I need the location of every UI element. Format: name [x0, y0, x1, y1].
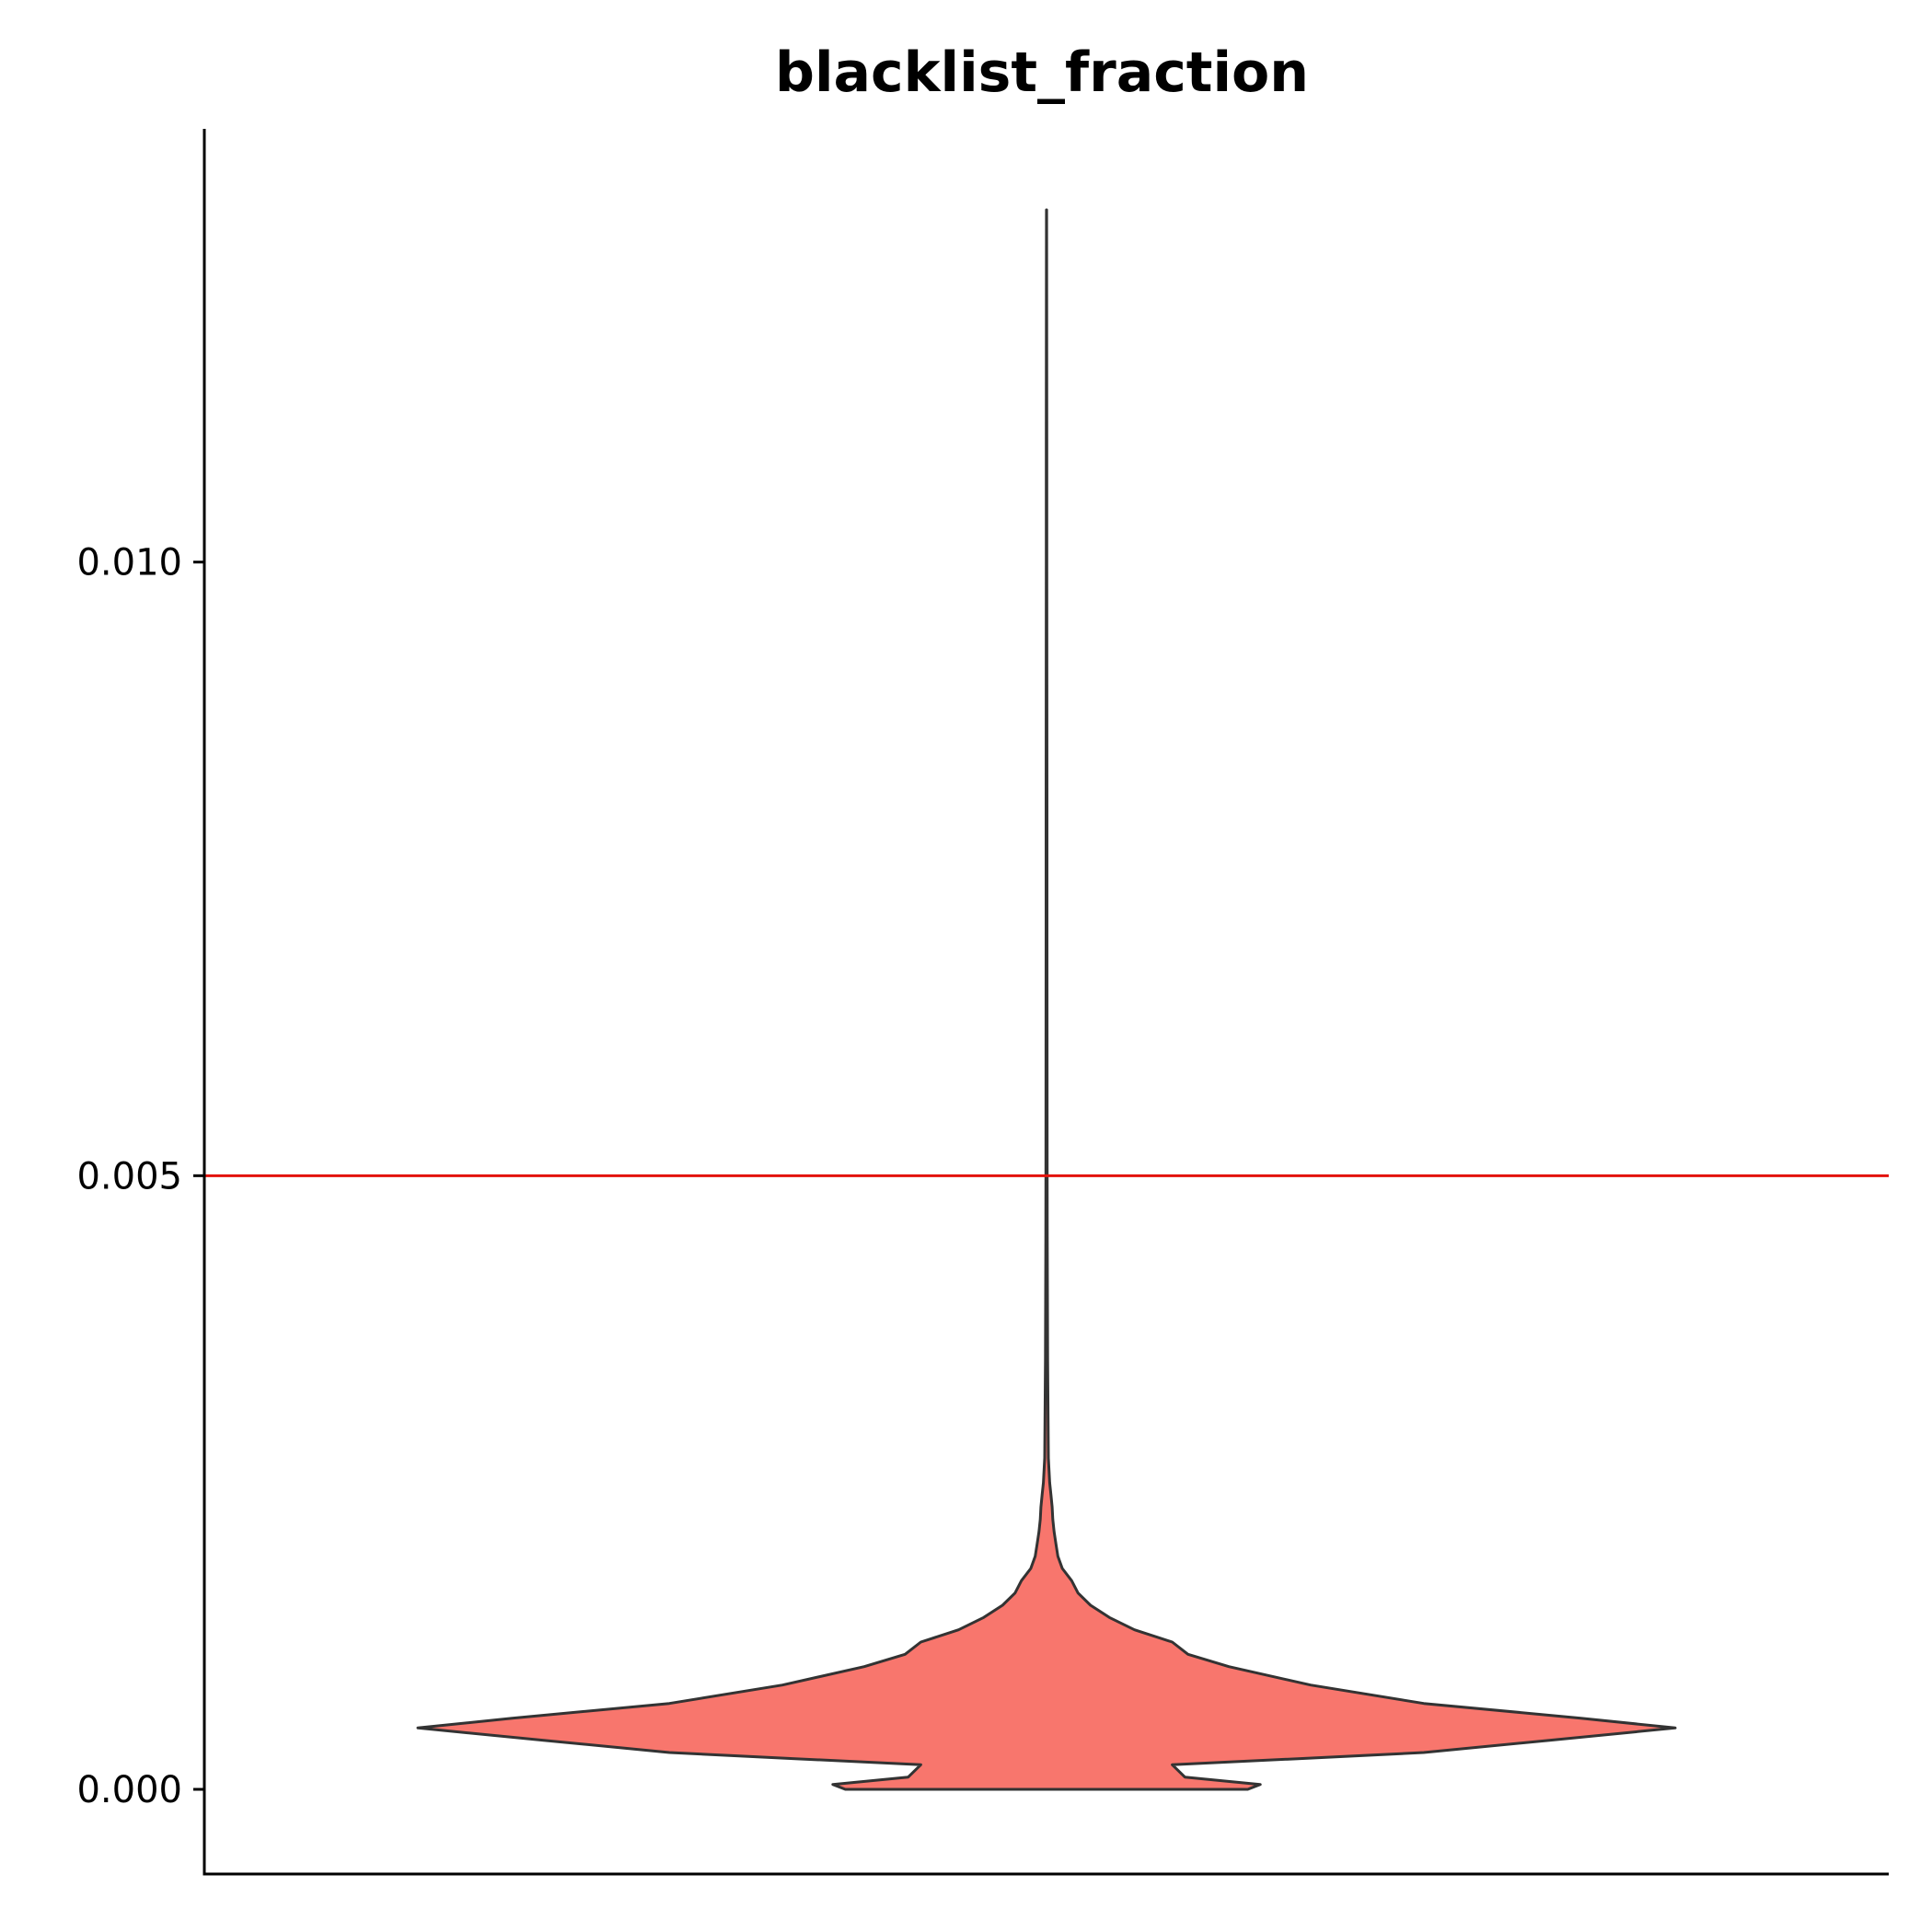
y-tick-label: 0.010 [76, 542, 182, 584]
plot-area: 0.000 0.005 0.010 [76, 129, 1889, 1876]
y-tick-label: 0.005 [76, 1155, 182, 1197]
chart-title: blacklist_fraction [775, 40, 1309, 105]
y-tick-label: 0.000 [76, 1769, 182, 1811]
violin-body [416, 208, 1677, 1791]
